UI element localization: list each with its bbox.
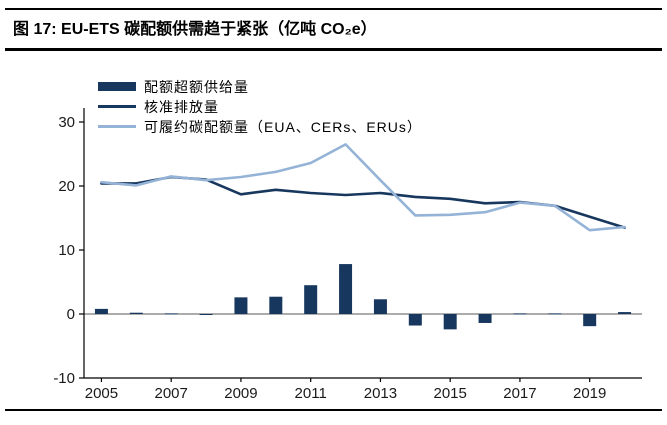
- svg-text:2015: 2015: [434, 385, 467, 402]
- svg-text:2019: 2019: [573, 385, 606, 402]
- svg-text:2005: 2005: [85, 385, 118, 402]
- combo-chart: -10 0 10 20 30 2005 2007 2009 2011 2013 2015 2017 20…: [53, 108, 642, 402]
- legend-item-bar: 配额超额供给量: [98, 78, 422, 95]
- svg-text:2011: 2011: [295, 385, 327, 402]
- chart-legend: 配额超额供给量 核准排放量 可履约碳配额量（EUA、CERs、ERUs）: [98, 78, 422, 135]
- svg-text:2007: 2007: [155, 385, 188, 402]
- svg-text:2013: 2013: [364, 385, 397, 402]
- figure-header: 图 17: EU-ETS 碳配额供需趋于紧张（亿吨 CO₂e）: [5, 8, 662, 51]
- legend-label-line-1: 核准排放量: [144, 98, 219, 115]
- svg-text:-10: -10: [53, 370, 75, 387]
- legend-label-line-2: 可履约碳配额量（EUA、CERs、ERUs）: [144, 118, 422, 135]
- svg-text:10: 10: [58, 242, 75, 259]
- legend-label-bar: 配额超额供给量: [144, 78, 249, 95]
- svg-text:0: 0: [67, 306, 75, 323]
- svg-text:2017: 2017: [503, 385, 536, 402]
- svg-text:2009: 2009: [224, 385, 257, 402]
- figure-title: 图 17: EU-ETS 碳配额供需趋于紧张（亿吨 CO₂e）: [13, 21, 377, 38]
- chart-area: -10 0 10 20 30 2005 2007 2009 2011 2013 2015 2017 20…: [0, 52, 667, 412]
- svg-text:20: 20: [58, 178, 75, 195]
- legend-item-line-1: 核准排放量: [98, 98, 422, 115]
- line-series-2-swatch: [98, 125, 136, 128]
- legend-item-line-2: 可履约碳配额量（EUA、CERs、ERUs）: [98, 118, 422, 135]
- bar-series-swatch: [98, 82, 136, 91]
- svg-text:30: 30: [58, 114, 75, 131]
- line-series-1-swatch: [98, 105, 136, 108]
- figure-bottom-rule: [5, 409, 662, 411]
